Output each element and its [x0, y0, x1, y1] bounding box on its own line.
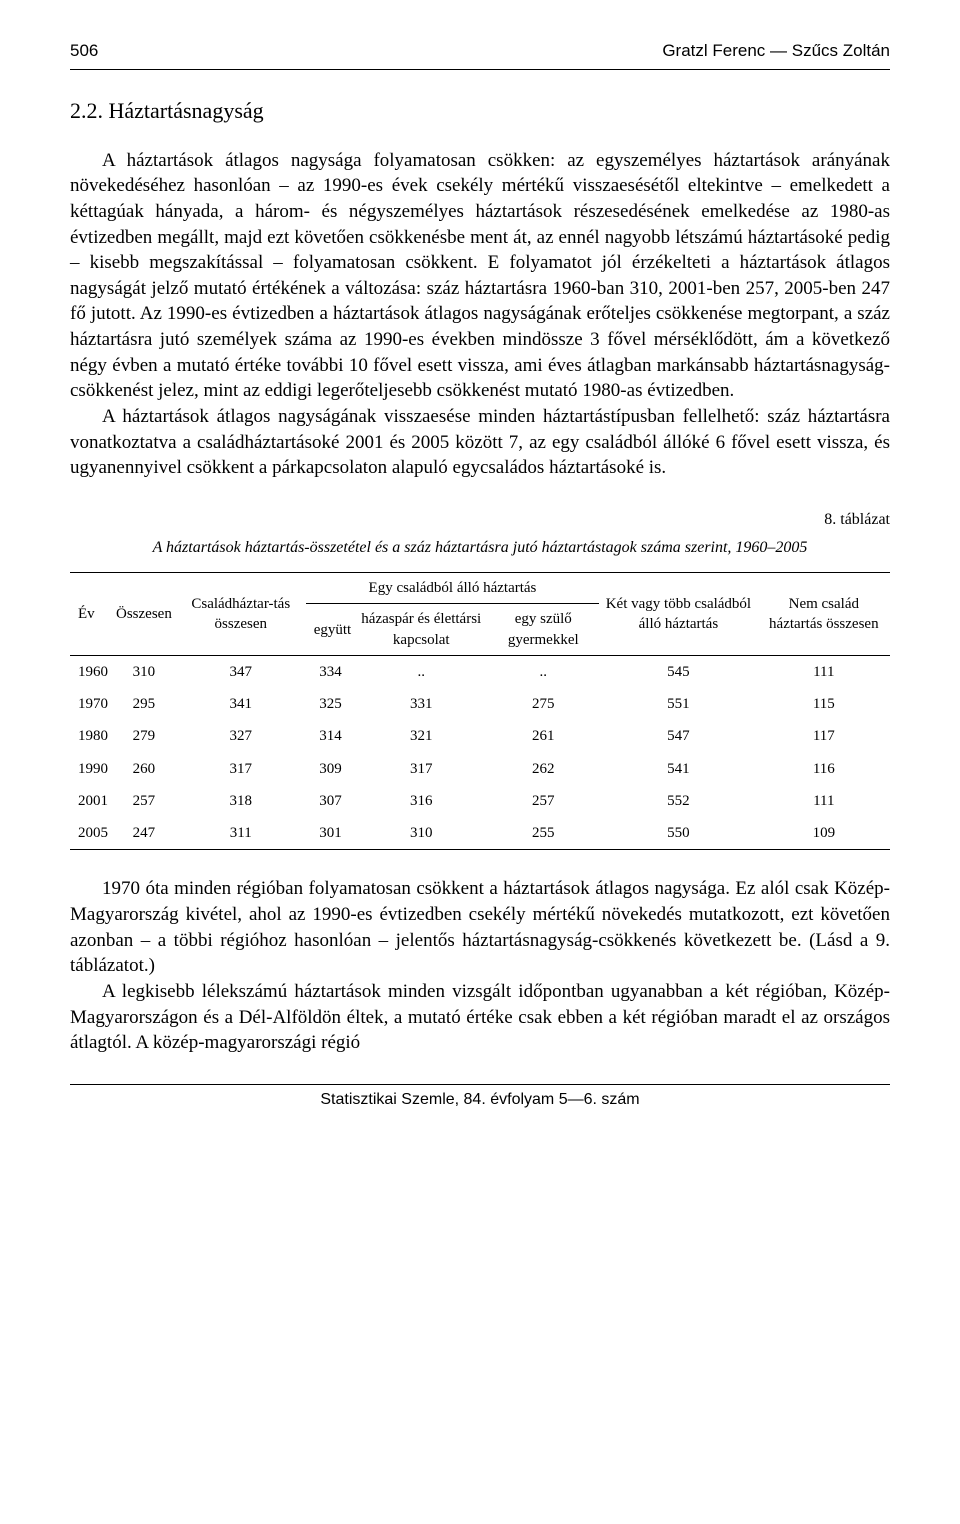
- paragraph-1: A háztartások átlagos nagysága folyamato…: [70, 148, 890, 404]
- table-cell: 552: [599, 785, 757, 817]
- table-cell: 115: [758, 688, 890, 720]
- table-cell: 2005: [70, 817, 112, 850]
- col-total: Összesen: [112, 573, 176, 656]
- table-caption: A háztartások háztartás-összetétel és a …: [70, 537, 890, 559]
- table-row: 2005247311301310255550109: [70, 817, 890, 850]
- col-year: Év: [70, 573, 112, 656]
- col-non-family: Nem család háztartás összesen: [758, 573, 890, 656]
- table-cell: 109: [758, 817, 890, 850]
- table-cell: 257: [487, 785, 599, 817]
- table-cell: 262: [487, 753, 599, 785]
- table-cell: 1980: [70, 720, 112, 752]
- table-cell: 247: [112, 817, 176, 850]
- col-single-parent: egy szülő gyermekkel: [487, 604, 599, 656]
- table-row: 1990260317309317262541116: [70, 753, 890, 785]
- footer-rule: [70, 1084, 890, 1085]
- table-cell: 295: [112, 688, 176, 720]
- table-cell: 317: [176, 753, 306, 785]
- header-rule: [70, 69, 890, 70]
- table-cell: 260: [112, 753, 176, 785]
- table-cell: 321: [355, 720, 487, 752]
- col-together: együtt: [306, 604, 356, 656]
- table-row: 1980279327314321261547117: [70, 720, 890, 752]
- table-row: 1970295341325331275551115: [70, 688, 890, 720]
- col-group-one-family: Egy családból álló háztartás: [306, 573, 600, 604]
- table-cell: 117: [758, 720, 890, 752]
- table-cell: 310: [112, 655, 176, 688]
- table-cell: 309: [306, 753, 356, 785]
- table-row: 2001257318307316257552111: [70, 785, 890, 817]
- paragraph-3: 1970 óta minden régióban folyamatosan cs…: [70, 876, 890, 979]
- table-cell: 550: [599, 817, 757, 850]
- table-cell: 551: [599, 688, 757, 720]
- table-cell: 310: [355, 817, 487, 850]
- table-cell: 1990: [70, 753, 112, 785]
- table-cell: 327: [176, 720, 306, 752]
- table-row: 1960310347334....545111: [70, 655, 890, 688]
- table-cell: 257: [112, 785, 176, 817]
- table-cell: 301: [306, 817, 356, 850]
- table-cell: 261: [487, 720, 599, 752]
- table-cell: 1960: [70, 655, 112, 688]
- page-header: 506 Gratzl Ferenc — Szűcs Zoltán: [70, 40, 890, 63]
- paragraph-2: A háztartások átlagos nagyságának vissza…: [70, 404, 890, 481]
- table-cell: ..: [355, 655, 487, 688]
- col-family-total: Családháztar-tás összesen: [176, 573, 306, 656]
- table-cell: 541: [599, 753, 757, 785]
- table-cell: 316: [355, 785, 487, 817]
- table-cell: 334: [306, 655, 356, 688]
- table-cell: 275: [487, 688, 599, 720]
- table-cell: 255: [487, 817, 599, 850]
- table-cell: 545: [599, 655, 757, 688]
- household-table: Év Összesen Családháztar-tás összesen Eg…: [70, 572, 890, 850]
- col-multi-family: Két vagy több családból álló háztartás: [599, 573, 757, 656]
- table-cell: 2001: [70, 785, 112, 817]
- footer-text: Statisztikai Szemle, 84. évfolyam 5—6. s…: [70, 1089, 890, 1111]
- table-cell: 311: [176, 817, 306, 850]
- page-number: 506: [70, 40, 98, 63]
- table-cell: 318: [176, 785, 306, 817]
- table-cell: 314: [306, 720, 356, 752]
- table-cell: ..: [487, 655, 599, 688]
- col-couple: házaspár és élettársi kapcsolat: [355, 604, 487, 656]
- table-cell: 307: [306, 785, 356, 817]
- table-cell: 547: [599, 720, 757, 752]
- paragraph-4: A legkisebb lélekszámú háztartások minde…: [70, 979, 890, 1056]
- table-body: 1960310347334....54511119702953413253312…: [70, 655, 890, 850]
- table-cell: 1970: [70, 688, 112, 720]
- section-title: 2.2. Háztartásnagyság: [70, 96, 890, 126]
- table-cell: 325: [306, 688, 356, 720]
- table-cell: 111: [758, 785, 890, 817]
- table-cell: 279: [112, 720, 176, 752]
- table-cell: 347: [176, 655, 306, 688]
- table-label: 8. táblázat: [70, 509, 890, 531]
- table-cell: 341: [176, 688, 306, 720]
- table-cell: 111: [758, 655, 890, 688]
- table-cell: 317: [355, 753, 487, 785]
- header-authors: Gratzl Ferenc — Szűcs Zoltán: [662, 40, 890, 63]
- table-cell: 331: [355, 688, 487, 720]
- table-cell: 116: [758, 753, 890, 785]
